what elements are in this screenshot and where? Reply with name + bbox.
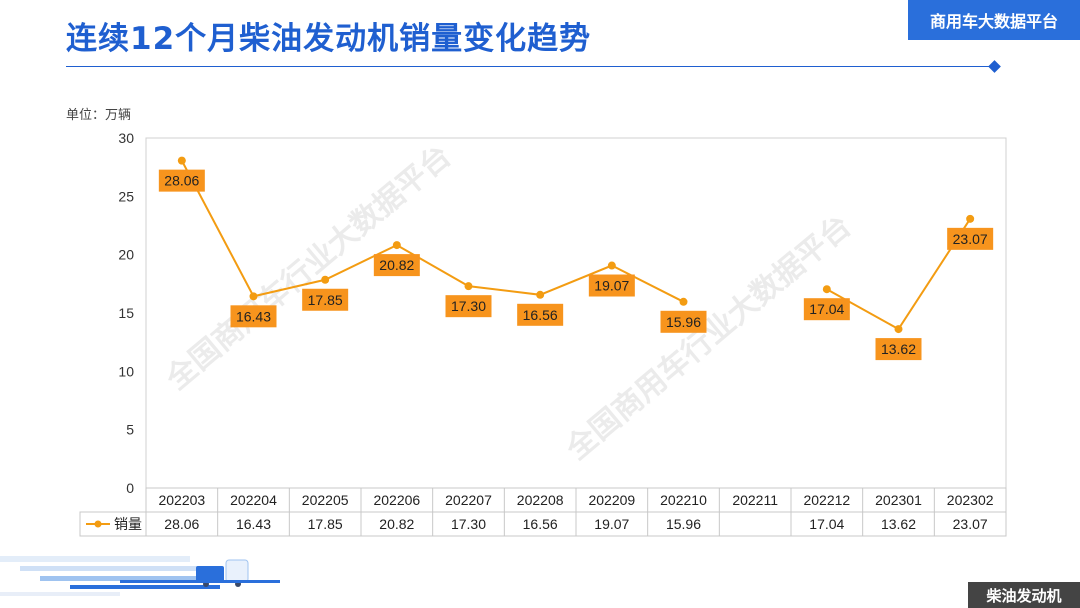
- x-tick-label: 202301: [875, 492, 922, 508]
- table-value-cell: 15.96: [666, 516, 701, 532]
- data-point: [966, 214, 975, 223]
- data-point: [822, 285, 831, 294]
- legend-label: 销量: [114, 516, 142, 532]
- data-label-box: [588, 274, 635, 297]
- y-tick-label: 0: [126, 480, 134, 496]
- truck-decoration: [0, 556, 280, 596]
- y-tick-label: 30: [118, 130, 134, 146]
- data-label-box: [373, 254, 420, 277]
- y-tick-label: 5: [126, 422, 134, 438]
- data-label-box: [230, 305, 277, 328]
- data-label: 16.43: [236, 308, 271, 324]
- x-tick-label: 202211: [732, 492, 778, 508]
- table-value-cell: 20.82: [379, 516, 414, 532]
- table-value-cell: 16.43: [236, 516, 271, 532]
- data-label: 17.85: [308, 292, 343, 308]
- x-tick-label: 202209: [588, 492, 635, 508]
- data-table: 202203 28.06 202204 16.43 202205 17.85 202206 2…: [79, 487, 1007, 537]
- data-label: 17.04: [809, 301, 844, 317]
- data-label: 17.30: [451, 298, 486, 314]
- brand-badge: 商用车大数据平台: [908, 0, 1080, 40]
- y-tick-label: 10: [118, 363, 134, 379]
- data-label: 19.07: [594, 278, 629, 294]
- table-value-cell: 17.30: [451, 516, 486, 532]
- data-label-box: [803, 298, 850, 321]
- x-tick-label: 202212: [803, 492, 850, 508]
- footer-tag: 柴油发动机: [968, 582, 1080, 608]
- table-value-cell: 16.56: [523, 516, 558, 532]
- x-tick-label: 202210: [660, 492, 707, 508]
- table-value-cell: 28.06: [164, 516, 199, 532]
- x-tick-label: 202205: [302, 492, 349, 508]
- data-label-box: [947, 227, 994, 250]
- watermark-layer: 全国商用车行业大数据平台 全国商用车行业大数据平台: [159, 139, 858, 468]
- x-tick-label: 202302: [947, 492, 994, 508]
- table-value-cell: 17.85: [308, 516, 343, 532]
- unit-label: 单位：万辆: [66, 108, 132, 123]
- y-tick-label: 15: [118, 305, 134, 321]
- table-value-cell: 17.04: [809, 516, 844, 532]
- table-value-cell: 23.07: [953, 516, 988, 532]
- data-label: 20.82: [379, 257, 414, 273]
- data-label: 23.07: [953, 231, 988, 247]
- x-tick-label: 202208: [517, 492, 564, 508]
- table-value-cell: 13.62: [881, 516, 916, 532]
- data-label: 13.62: [881, 341, 916, 357]
- data-point: [536, 290, 545, 299]
- data-label-box: [445, 295, 492, 318]
- x-tick-label: 202203: [158, 492, 205, 508]
- data-point: [464, 282, 473, 291]
- data-point: [607, 261, 616, 270]
- data-label: 15.96: [666, 314, 701, 330]
- y-tick-label: 25: [118, 188, 134, 204]
- data-label-box: [302, 288, 349, 311]
- legend-marker: [94, 520, 102, 528]
- data-point: [177, 156, 186, 165]
- x-tick-label: 202207: [445, 492, 492, 508]
- y-tick-label: 20: [118, 247, 134, 263]
- data-point: [321, 275, 330, 284]
- data-label-box: [875, 338, 922, 361]
- data-label-box: [517, 303, 564, 326]
- data-point: [392, 241, 401, 250]
- data-point: [249, 292, 258, 301]
- series-line: [177, 156, 975, 334]
- series-line-segment: [180, 160, 684, 303]
- y-axis: 0 5 10 15 20 25 30: [118, 130, 134, 496]
- x-tick-label: 202204: [230, 492, 277, 508]
- title-divider: [66, 66, 995, 67]
- watermark-text: 全国商用车行业大数据平台: [559, 209, 858, 468]
- page-title: 连续12个月柴油发动机销量变化趋势: [66, 21, 592, 57]
- data-label-box: [660, 310, 707, 333]
- data-label: 16.56: [523, 307, 558, 323]
- table-value-cell: 19.07: [594, 516, 629, 532]
- data-point: [894, 325, 903, 334]
- data-labels: 28.06 16.43 17.85 20.82 17.30 16.56 19.07 15.96…: [158, 169, 994, 361]
- data-label-box: [158, 169, 205, 192]
- data-point: [679, 297, 688, 306]
- data-label: 28.06: [164, 173, 199, 189]
- x-tick-label: 202206: [373, 492, 420, 508]
